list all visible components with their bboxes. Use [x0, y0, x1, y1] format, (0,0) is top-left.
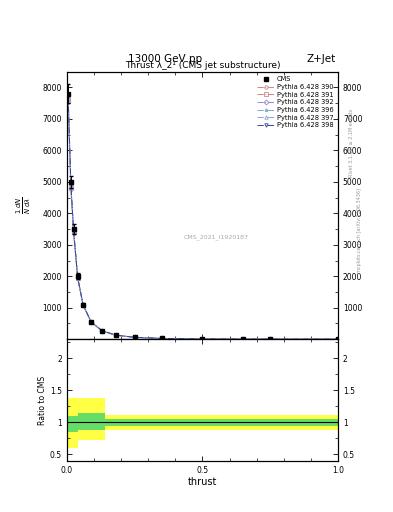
- Text: CMS_2021_I1920187: CMS_2021_I1920187: [184, 234, 248, 241]
- Text: Rivet 3.1.10, ≥ 2.1M events: Rivet 3.1.10, ≥ 2.1M events: [349, 109, 354, 178]
- Title: Thrust λ_2¹ (CMS jet substructure): Thrust λ_2¹ (CMS jet substructure): [125, 60, 280, 70]
- Text: $\frac{1}{N}\frac{dN}{d\lambda}$: $\frac{1}{N}\frac{dN}{d\lambda}$: [14, 197, 33, 215]
- Text: 13000 GeV pp: 13000 GeV pp: [128, 54, 202, 64]
- Legend: CMS, Pythia 6.428 390, Pythia 6.428 391, Pythia 6.428 392, Pythia 6.428 396, Pyt: CMS, Pythia 6.428 390, Pythia 6.428 391,…: [256, 75, 335, 130]
- Text: Z+Jet: Z+Jet: [307, 54, 336, 64]
- X-axis label: thrust: thrust: [188, 477, 217, 487]
- Y-axis label: Ratio to CMS: Ratio to CMS: [38, 375, 47, 424]
- Text: mcplots.cern.ch [arXiv:1306.3436]: mcplots.cern.ch [arXiv:1306.3436]: [357, 188, 362, 273]
